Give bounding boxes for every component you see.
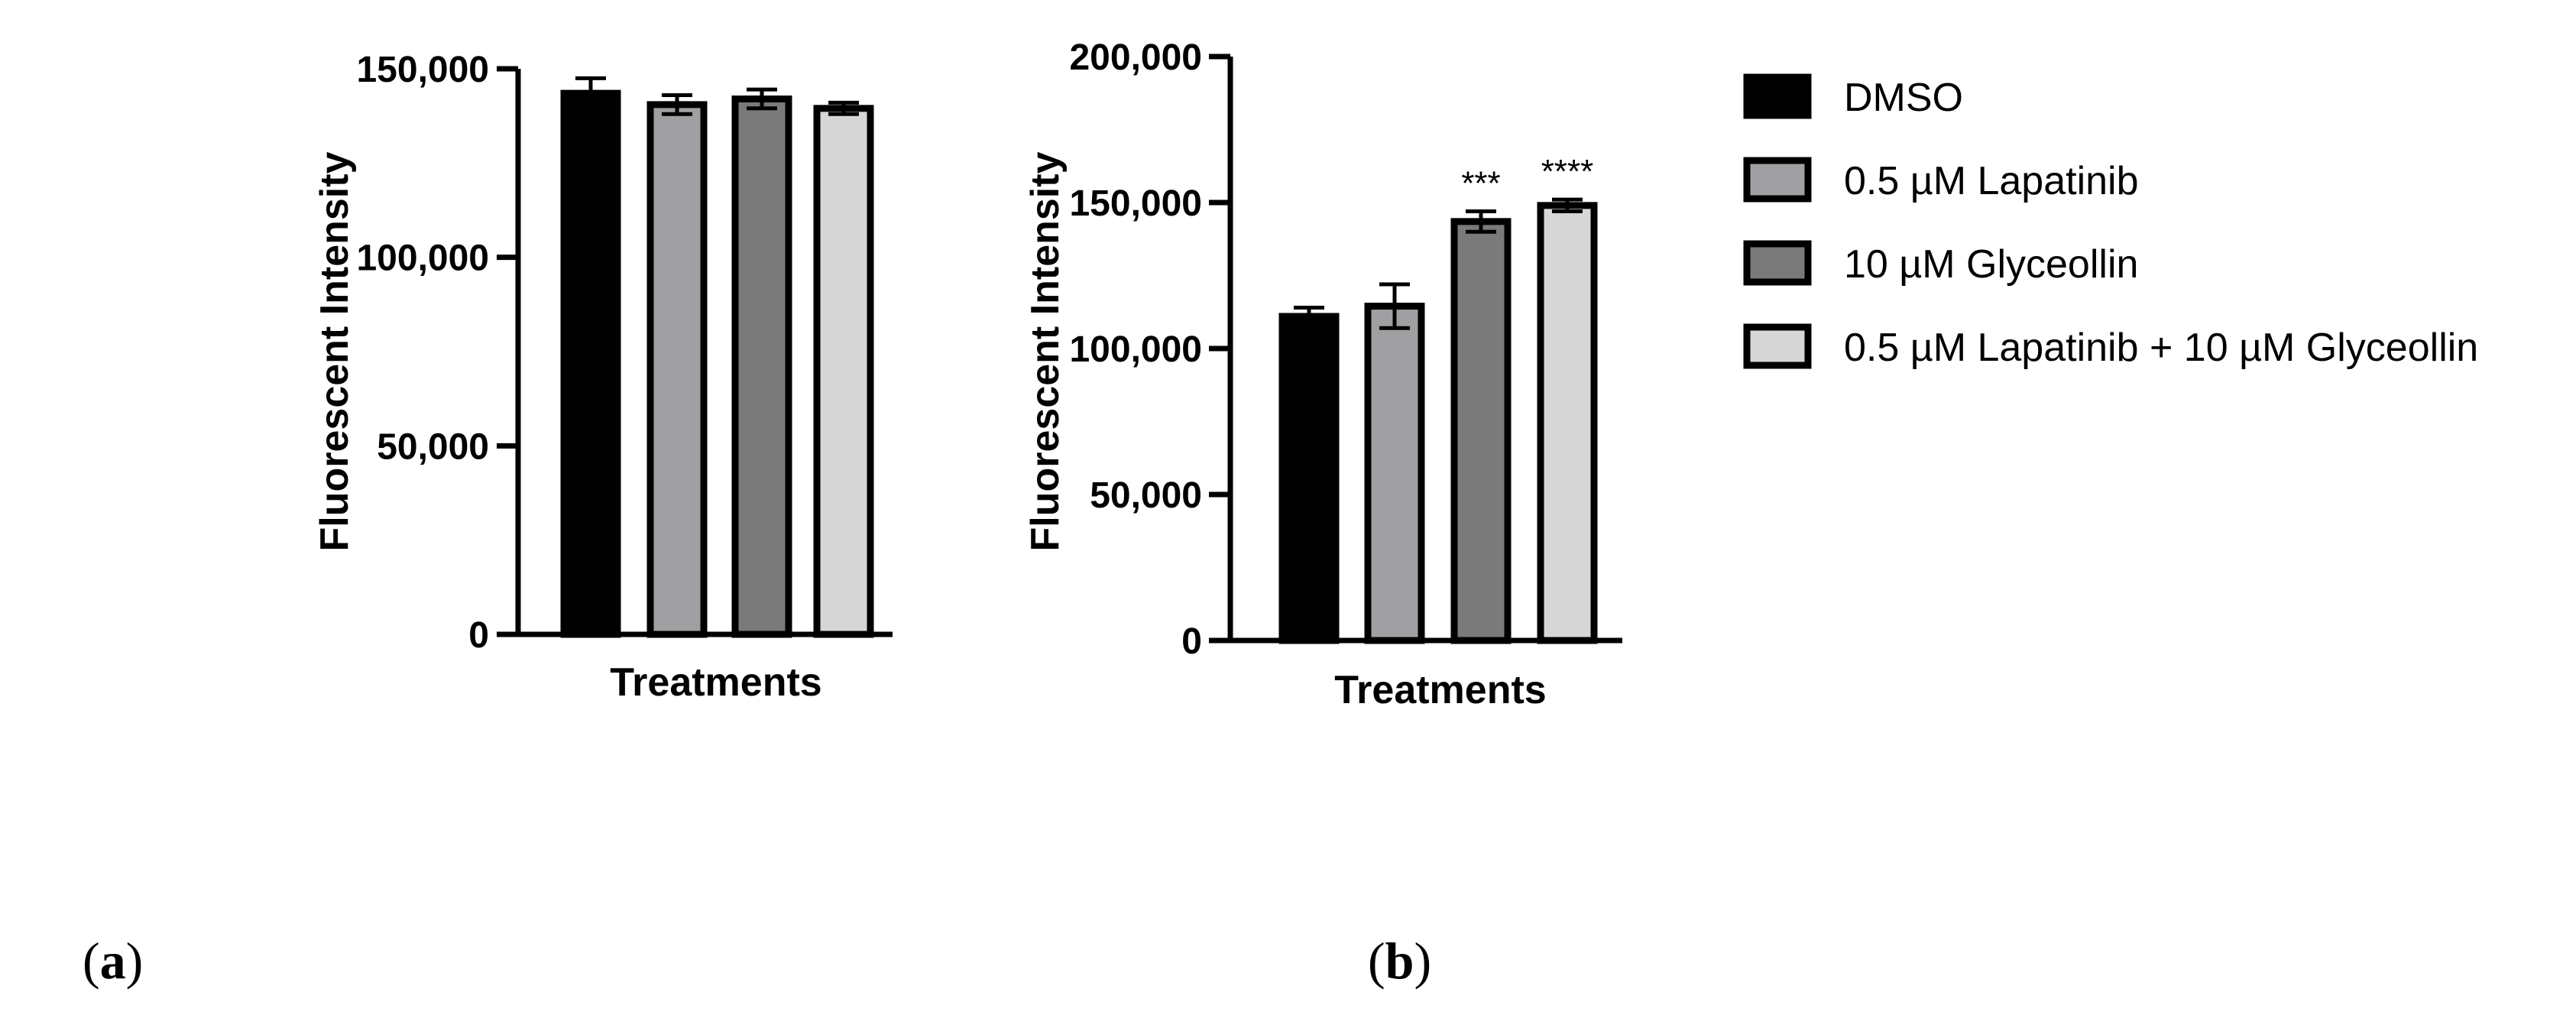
error-bar-a-0-5-um-lapatinib	[662, 93, 692, 116]
error-bars-panel-b	[1294, 197, 1583, 330]
error-bar-a-0-5-um-lapatinib-10-um-glyceollin	[828, 100, 859, 116]
error-bar-b-10-um-glyceollin	[1466, 209, 1496, 234]
bar-a-0-5-um-lapatinib	[646, 101, 708, 638]
x-axis-title-panel-b: Treatments	[1334, 668, 1546, 712]
error-bars-panel-a	[575, 76, 859, 116]
chart-panel-a: 0 50,000 100,000 150,000 Treatments Fluores…	[83, 50, 893, 990]
bars-panel-b	[1278, 202, 1598, 644]
bar-a-10-um-glyceollin	[731, 95, 792, 638]
legend: DMSO 0.5 µM Lapatinib 10 µM Glyceollin 0…	[1743, 73, 2478, 370]
panel-label-b: (b)	[1368, 932, 1431, 990]
legend-swatch-glyceollin	[1743, 240, 1812, 286]
y-axis-title-panel-a: Fluorescent Intensity	[313, 151, 357, 551]
legend-swatch-dmso	[1743, 73, 1812, 119]
y-tick-label-a-50000: 50,000	[377, 426, 489, 467]
legend-item-combination: 0.5 µM Lapatinib + 10 µM Glyceollin	[1743, 323, 2478, 370]
significance-label-b-0-5-um-lapatinib-10-um-glyceollin: ****	[1541, 153, 1594, 190]
y-tick-label-b-50000: 50,000	[1090, 475, 1202, 516]
legend-item-glyceollin: 10 µM Glyceollin	[1743, 240, 2138, 287]
y-tick-label-a-150000: 150,000	[356, 50, 489, 90]
significance-label-b-10-um-glyceollin: ***	[1461, 164, 1500, 202]
legend-label-dmso: DMSO	[1844, 76, 1963, 120]
bar-b-10-um-glyceollin	[1450, 218, 1512, 644]
legend-item-lapatinib: 0.5 µM Lapatinib	[1743, 157, 2139, 203]
y-ticks-panel-b: 0 50,000 100,000 150,000 200,000	[1069, 37, 1230, 662]
bar-a-dmso	[560, 89, 621, 638]
significance-panel-b: *** ****	[1461, 153, 1593, 202]
y-tick-label-b-150000: 150,000	[1069, 183, 1202, 224]
legend-swatch-combination	[1743, 323, 1812, 369]
y-tick-label-a-0: 0	[468, 615, 489, 656]
error-bar-a-dmso	[575, 76, 606, 111]
y-tick-label-b-100000: 100,000	[1069, 329, 1202, 370]
legend-swatch-lapatinib	[1743, 157, 1812, 203]
bar-a-0-5-um-lapatinib-10-um-glyceollin	[813, 105, 874, 638]
legend-item-dmso: DMSO	[1743, 73, 1963, 120]
legend-label-glyceollin: 10 µM Glyceollin	[1844, 242, 2138, 287]
y-tick-label-b-200000: 200,000	[1069, 37, 1202, 78]
x-axis-title-panel-a: Treatments	[610, 660, 821, 705]
legend-label-combination: 0.5 µM Lapatinib + 10 µM Glyceollin	[1844, 326, 2478, 370]
panel-label-a: (a)	[83, 932, 143, 990]
bar-b-0-5-um-lapatinib-10-um-glyceollin	[1537, 202, 1598, 644]
bars-panel-a	[560, 89, 874, 638]
bar-b-dmso	[1278, 313, 1340, 644]
y-axis-title-panel-b: Fluorescent Intensity	[1023, 151, 1068, 551]
y-ticks-panel-a: 0 50,000 100,000 150,000	[356, 50, 518, 656]
error-bar-b-dmso	[1294, 306, 1324, 327]
y-tick-label-b-0: 0	[1181, 621, 1202, 662]
axes-panel-a	[515, 69, 893, 637]
legend-label-lapatinib: 0.5 µM Lapatinib	[1844, 159, 2139, 203]
error-bar-a-10-um-glyceollin	[747, 87, 777, 111]
error-bar-b-0-5-um-lapatinib	[1379, 282, 1410, 330]
bar-b-0-5-um-lapatinib	[1364, 303, 1425, 644]
error-bar-b-0-5-um-lapatinib-10-um-glyceollin	[1552, 197, 1583, 213]
y-tick-label-a-100000: 100,000	[356, 238, 489, 279]
